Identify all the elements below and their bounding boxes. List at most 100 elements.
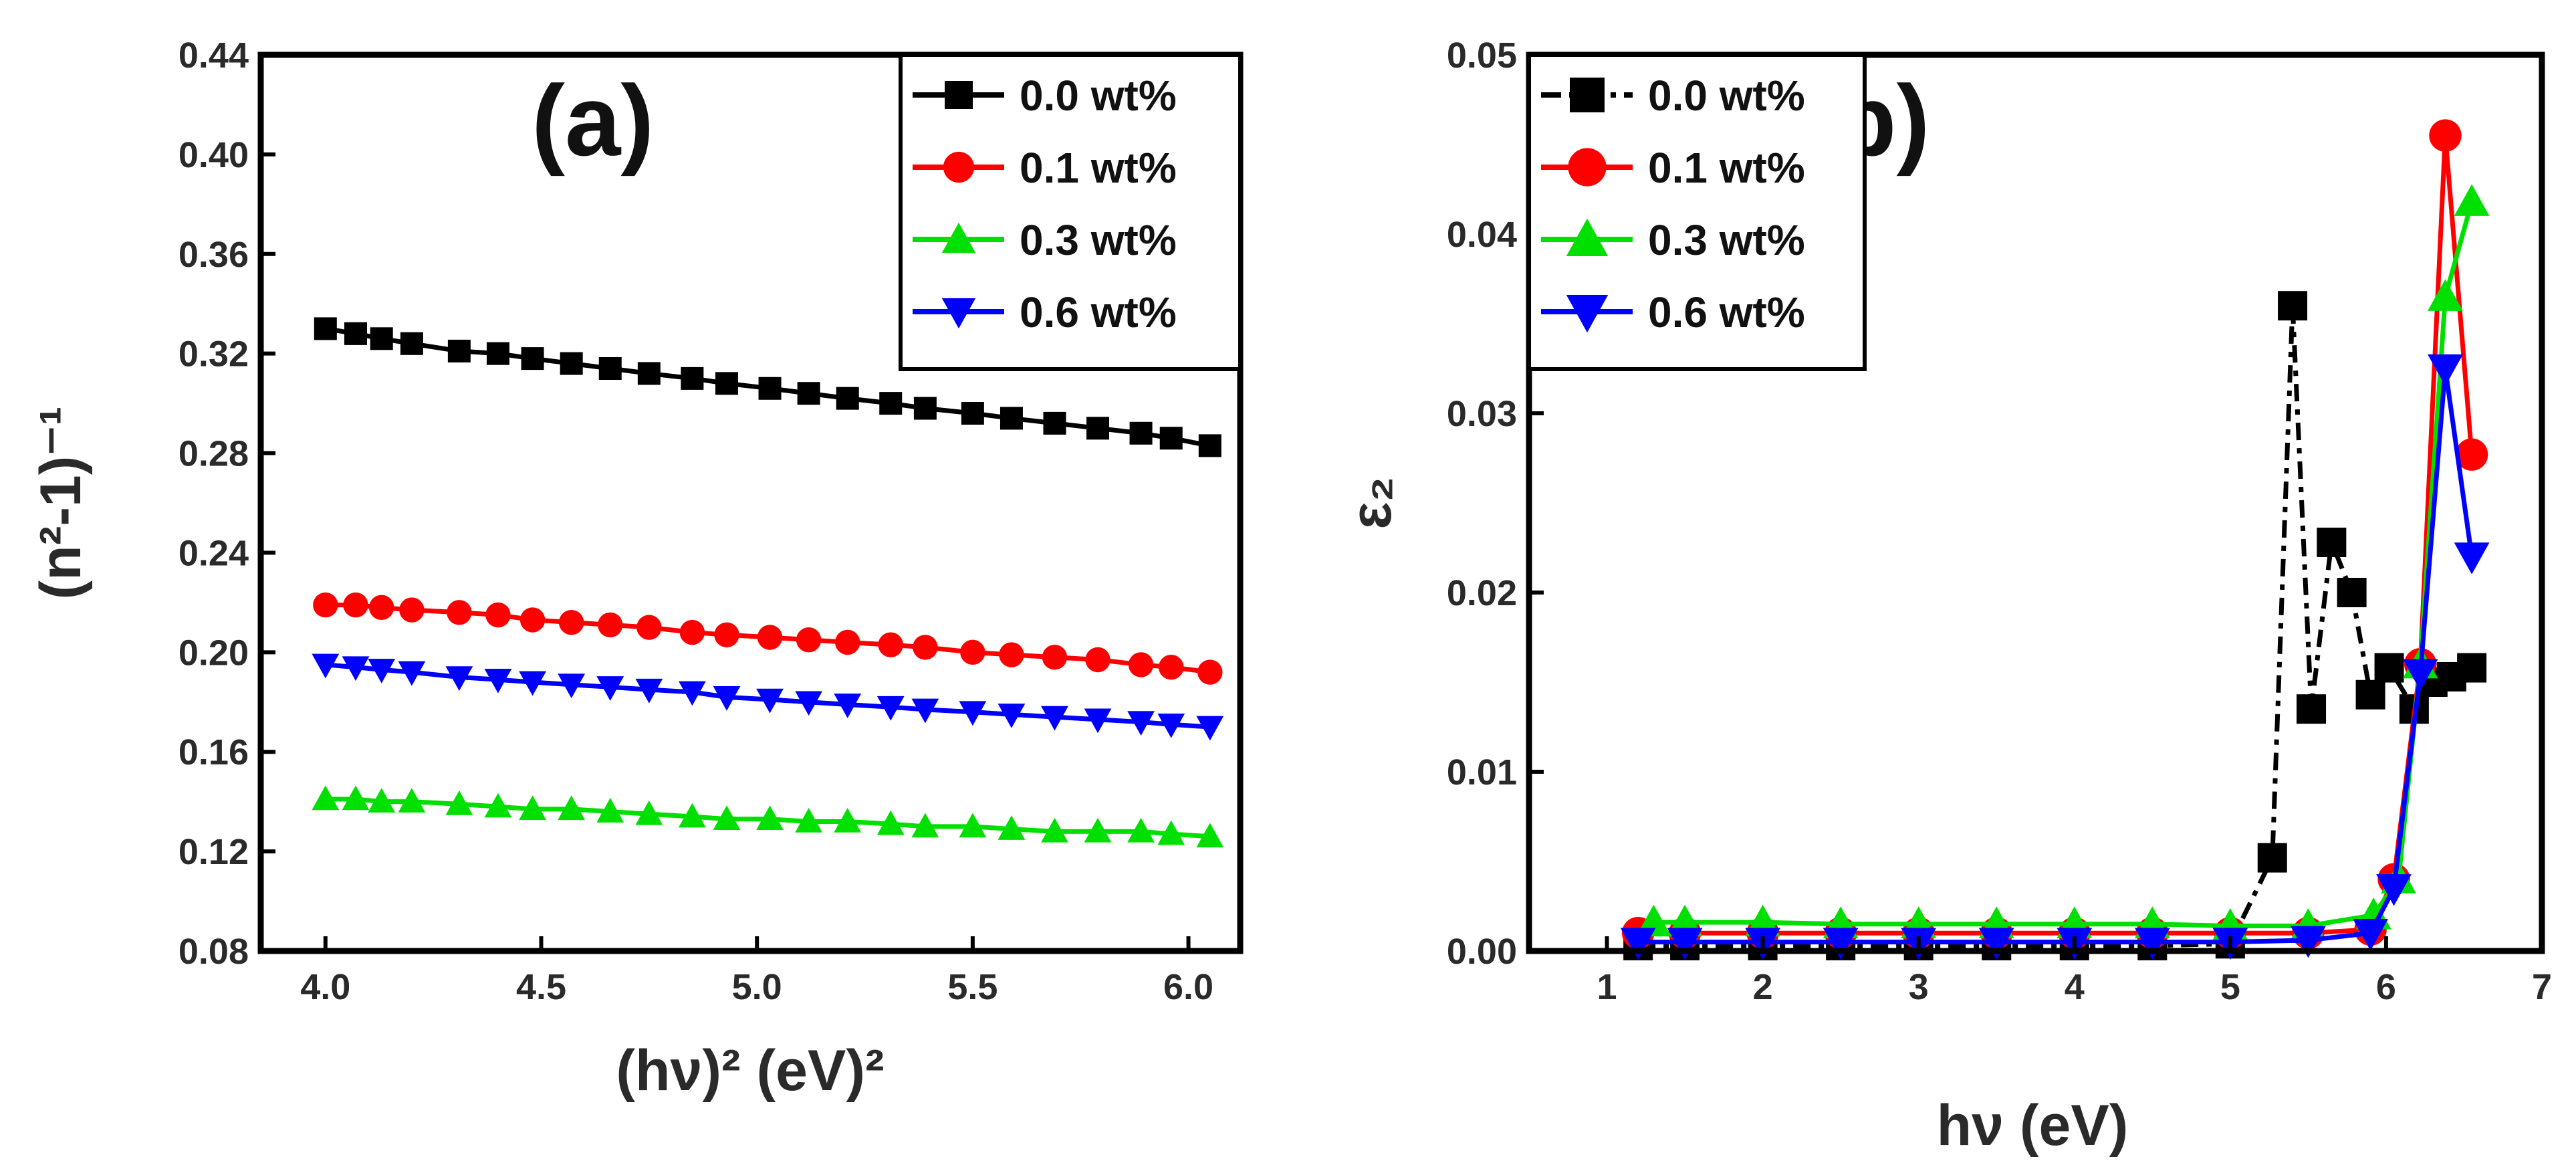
- panel-a-data-point: [1128, 652, 1154, 677]
- panel-a-data-point: [715, 372, 739, 395]
- panel-a-data-point: [679, 619, 705, 645]
- panel-a-data-point: [485, 602, 511, 628]
- panel-a-data-point: [1043, 411, 1066, 435]
- panel-a-data-point: [344, 322, 367, 345]
- panel-b-legend-label-3: 0.6 wt%: [1648, 288, 1805, 336]
- panel-a-data-point: [447, 600, 472, 625]
- panel-a-data-point: [1041, 706, 1068, 731]
- panel-a-data-point: [519, 795, 546, 821]
- panel-a-data-point: [398, 661, 426, 686]
- panel-a-data-point: [1041, 817, 1068, 843]
- panel-a-data-point: [913, 635, 938, 660]
- panel-a-y-tick-label: 0.36: [179, 235, 249, 275]
- panel-a-data-point: [795, 808, 823, 833]
- panel-a-data-point: [796, 627, 822, 653]
- panel-b-data-point: [2317, 527, 2347, 557]
- panel-a-y-tick-label: 0.28: [179, 434, 249, 474]
- panel-b-data-point: [1620, 928, 1656, 960]
- panel-a-ticks: 4.0 4.5 5.0 5.5 6.0 0.08 0.12 0.16 0.20 0.24 0.28 0…: [179, 35, 1213, 1007]
- panel-a-data-point: [519, 607, 546, 633]
- panel-a-data-point: [998, 704, 1026, 728]
- panel-a-y-tick-label: 0.32: [179, 334, 249, 375]
- panel-b-y-axis-title: ε₂: [1339, 476, 1403, 529]
- panel-a-data-point: [1129, 421, 1153, 445]
- panel-a-data-point: [1000, 407, 1023, 430]
- panel-b-x-tick-label: 3: [1909, 967, 1929, 1007]
- panel-b-legend-label-2: 0.3 wt%: [1648, 216, 1805, 264]
- panel-a-data-point: [879, 392, 903, 415]
- panel-a-data-point: [1196, 823, 1224, 848]
- panel-b-data-point: [1667, 928, 1703, 960]
- panel-a-data-point: [836, 387, 859, 410]
- panel-a-data-point: [1197, 659, 1223, 685]
- panel-a-data-point: [1084, 817, 1112, 843]
- panel-b-series-line-3: [1638, 368, 2474, 945]
- panel-a-data-point: [398, 788, 426, 813]
- panel-a-chart: 4.0 4.5 5.0 5.5 6.0 0.08 0.12 0.16 0.20 0.24 0.28 0…: [29, 35, 1244, 1103]
- panel-a-data-point: [959, 701, 987, 726]
- panel-a-data-point: [961, 402, 984, 425]
- panel-b-legend-marker-1: [1568, 148, 1607, 187]
- panel-a-data-point: [1127, 817, 1155, 843]
- panel-a-legend-marker-0: [945, 81, 973, 109]
- panel-a-data-point: [911, 813, 939, 838]
- panel-a-data-point: [343, 592, 368, 618]
- panel-a-x-tick-label: 5.0: [732, 967, 782, 1007]
- panel-b-y-tick-label: 0.02: [1447, 573, 1517, 613]
- panel-b-x-axis-title: hν (eV): [1937, 1093, 2129, 1158]
- panel-a-data-point: [342, 785, 370, 811]
- panel-a-y-tick-label: 0.24: [179, 533, 249, 573]
- panel-a-data-point: [1084, 708, 1112, 734]
- panel-a-data-point: [558, 673, 586, 699]
- panel-a-data-point: [314, 317, 337, 340]
- panel-a-x-tick-label: 4.5: [516, 967, 566, 1007]
- panel-b-x-tick-label: 4: [2065, 967, 2085, 1007]
- panel-b-data-point: [2376, 874, 2412, 906]
- panel-a-data-point: [312, 653, 340, 679]
- panel-a-y-tick-label: 0.08: [179, 932, 249, 972]
- panel-b-data-point: [2134, 928, 2170, 960]
- panel-a-data-point: [757, 625, 783, 650]
- panel-b-x-tick-label: 5: [2220, 967, 2240, 1007]
- panel-a-legend-marker-3: [941, 298, 976, 329]
- panel-a-data-point: [313, 592, 338, 618]
- panel-a-data-point: [399, 597, 425, 623]
- panel-a-data-point: [756, 805, 784, 831]
- panel-a-data-point: [1198, 434, 1221, 457]
- panel-a-data-point: [596, 676, 624, 701]
- panel-a-data-point: [1086, 417, 1110, 440]
- panel-b-legend: 0.0 wt% 0.1 wt% 0.3 wt% 0.6 wt%: [1527, 53, 1867, 371]
- panel-b-data-point: [2454, 542, 2490, 574]
- panel-b-legend-marker-3: [1566, 295, 1609, 333]
- panel-b-data-point: [2428, 279, 2463, 311]
- panel-a-data-point: [913, 397, 937, 420]
- panel-a-y-tick-label: 0.44: [179, 35, 249, 76]
- panel-a-data-point: [714, 622, 739, 647]
- panel-a-data-point: [558, 609, 584, 635]
- panel-b-x-tick-label: 2: [1753, 967, 1773, 1007]
- panel-a-legend-label-2: 0.3 wt%: [1020, 216, 1177, 264]
- panel-a-data-point: [445, 666, 473, 691]
- panel-a-data-point: [756, 688, 784, 714]
- panel-a-data-point: [486, 342, 509, 365]
- panel-a-data-point: [519, 671, 546, 696]
- panel-a-legend-label-1: 0.1 wt%: [1020, 144, 1177, 192]
- panel-b-legend-marker-2: [1566, 218, 1609, 256]
- panel-a-data-point: [878, 632, 903, 657]
- panel-a-data-point: [713, 805, 741, 831]
- panel-a-data-point: [1196, 716, 1224, 741]
- panel-b-ticks: 1 2 3 4 5 6 7 0.00 0.01 0.02 0.03 0.04 0.05: [1447, 35, 2552, 1007]
- panel-b-data-point: [1978, 928, 2014, 960]
- panel-a-y-tick-label: 0.40: [179, 135, 249, 175]
- panel-a-plot-frame: [257, 51, 1244, 954]
- panel-a-data-point: [834, 694, 862, 718]
- panel-a-x-tick-label: 6.0: [1163, 967, 1213, 1007]
- panel-a-x-tick-label: 5.5: [947, 967, 998, 1007]
- panel-a-x-tick-label: 4.0: [300, 967, 350, 1007]
- panel-a-data-point: [596, 798, 624, 823]
- panel-a-data-point: [681, 366, 704, 390]
- panel-a-legend-label-0: 0.0 wt%: [1020, 72, 1177, 120]
- panel-a-data-point: [370, 327, 393, 350]
- panel-b-data-point: [2455, 438, 2488, 471]
- panel-b-data-point: [2337, 578, 2367, 607]
